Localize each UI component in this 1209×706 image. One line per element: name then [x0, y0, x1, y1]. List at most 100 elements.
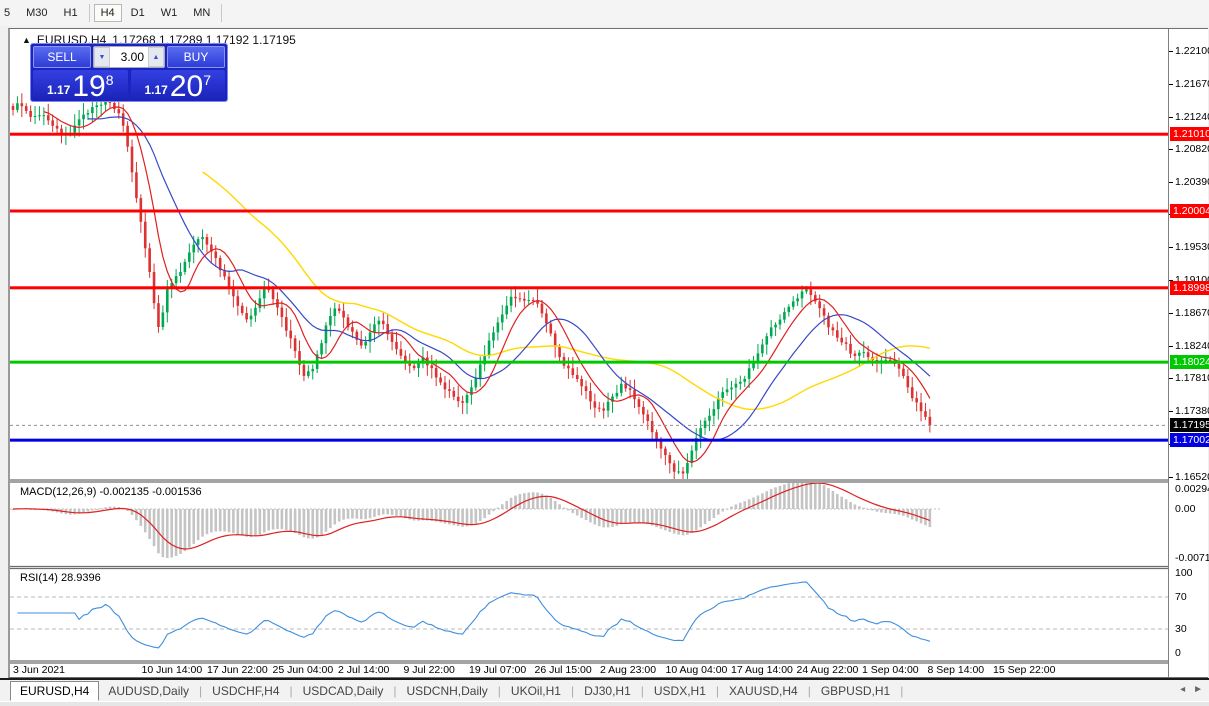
date-label: 24 Aug 22:00: [796, 664, 859, 676]
sell-price-display[interactable]: 1.17 19 8: [33, 70, 128, 103]
chart-marker-icon: ▲: [22, 35, 31, 45]
tab-eurusd-h4[interactable]: EURUSD,H4: [10, 680, 100, 701]
timeframe-w1[interactable]: W1: [160, 7, 178, 19]
hline-price-tag: 1.17002: [1170, 433, 1209, 448]
tab-usdcad-daily[interactable]: USDCAD,Daily: [302, 683, 384, 698]
date-label: 2 Jul 14:00: [338, 664, 390, 676]
date-axis: 3 Jun 2021 10 Jun 14:00 17 Jun 22:00 25 Jun…: [10, 662, 1168, 677]
date-label: 25 Jun 04:00: [272, 664, 334, 676]
price-axis-label: 1.20820: [1175, 142, 1209, 155]
price-axis-tick: [1169, 312, 1173, 314]
timeframe-h4[interactable]: H4: [93, 4, 122, 22]
volume-increase-button[interactable]: ▲: [148, 47, 164, 67]
tab-separator: |: [289, 683, 293, 698]
price-axis-tick: [1169, 51, 1173, 52]
one-click-trading-panel: SELL ▼ 3.00 ▲ BUY 1.17 19 8 1.17 20 7: [30, 43, 228, 102]
price-axis-label: 1.22100: [1175, 45, 1209, 57]
tab-dj30-h1[interactable]: DJ30,H1: [584, 683, 631, 698]
tab-usdx-h1[interactable]: USDX,H1: [653, 683, 706, 698]
tab-separator: |: [570, 683, 575, 698]
volume-decrease-button[interactable]: ▼: [94, 47, 110, 67]
price-axis-label: 1.17380: [1175, 405, 1209, 418]
price-axis-tick: [1169, 476, 1173, 478]
tab-usdchf-h4[interactable]: USDCHF,H4: [212, 683, 280, 698]
macd-axis-label: 0.002947: [1175, 482, 1209, 495]
buy-price-display[interactable]: 1.17 20 7: [130, 70, 225, 103]
date-label: 19 Jul 07:00: [469, 664, 527, 676]
rsi-indicator-label: RSI(14) 28.9396: [20, 572, 101, 584]
price-axis-label: 1.19530: [1175, 241, 1209, 254]
volume-field[interactable]: 3.00: [120, 50, 144, 64]
price-axis-label: 1.21240: [1175, 110, 1209, 123]
tab-separator: |: [497, 683, 501, 698]
hline-price-tag: 1.20004: [1170, 204, 1209, 218]
tab-separator: |: [900, 683, 904, 698]
date-label: 10 Aug 04:00: [665, 664, 728, 676]
timeframe-5[interactable]: 5: [4, 7, 11, 19]
price-chart-canvas[interactable]: [10, 29, 1168, 677]
price-axis-tick: [1169, 181, 1173, 183]
date-label: 8 Sep 14:00: [927, 664, 985, 676]
price-axis-tick: [1169, 83, 1173, 85]
macd-axis-label: 0.00: [1175, 503, 1196, 515]
tab-separator: |: [199, 683, 203, 698]
date-label: 15 Sep 22:00: [993, 664, 1056, 676]
buy-price-big-digits: 20: [169, 70, 204, 103]
sell-button[interactable]: SELL: [33, 46, 91, 68]
buy-price-base: 1.17: [144, 83, 168, 97]
price-axis-label: 1.20390: [1175, 175, 1209, 188]
tab-scroll-left-icon[interactable]: ◂: [1180, 684, 1186, 695]
price-axis-tick: [1169, 345, 1173, 347]
date-label: 1 Sep 04:00: [862, 664, 919, 676]
tab-ukoil-h1[interactable]: UKOil,H1: [510, 683, 561, 698]
window-edge: [0, 678, 1209, 680]
tab-audusd-daily[interactable]: AUDUSD,Daily: [108, 683, 190, 698]
status-strip: [0, 701, 1209, 706]
tab-scroll-right-icon[interactable]: ►: [1193, 684, 1203, 695]
price-axis-tick: [1169, 247, 1173, 249]
timeframe-d1[interactable]: D1: [130, 7, 145, 19]
sell-price-pip-digit: 8: [105, 72, 114, 88]
tab-separator: |: [807, 683, 811, 698]
current-price-tag: 1.17195: [1170, 418, 1209, 433]
buy-button[interactable]: BUY: [167, 46, 225, 68]
date-label: 17 Aug 14:00: [731, 664, 793, 676]
date-label: 3 Jun 2021: [13, 664, 65, 676]
tab-xauusd-h4[interactable]: XAUUSD,H4: [729, 683, 798, 698]
tab-separator: |: [715, 683, 720, 698]
price-axis-tick: [1169, 411, 1173, 413]
date-label: 10 Jun 14:00: [141, 664, 203, 676]
date-label: 2 Aug 23:00: [600, 664, 657, 676]
date-label: 17 Jun 22:00: [207, 664, 268, 676]
macd-indicator-label: MACD(12,26,9) -0.002135 -0.001536: [20, 486, 202, 498]
price-axis-tick: [1169, 116, 1173, 118]
toolbar-separator: [221, 4, 223, 22]
timeframe-mn[interactable]: MN: [193, 7, 211, 19]
timeframe-h1[interactable]: H1: [63, 7, 78, 19]
price-axis-label: 1.18240: [1175, 339, 1209, 352]
tab-separator: |: [640, 683, 644, 698]
price-axis-tick: [1169, 280, 1173, 281]
volume-stepper: ▼ 3.00 ▲: [93, 46, 165, 68]
price-axis-label: 1.21670: [1175, 77, 1209, 90]
chart-window: ▲ EURUSD,H4 1.17268 1.17289 1.17192 1.17…: [8, 28, 1209, 678]
rsi-axis-label: 100: [1175, 567, 1193, 579]
tab-gbpusd-h1[interactable]: GBPUSD,H1: [820, 683, 891, 698]
timeframe-m30[interactable]: M30: [26, 7, 48, 19]
rsi-axis-label: 70: [1175, 591, 1187, 603]
price-axis-label: 1.18670: [1175, 306, 1209, 319]
rsi-axis-label: 0: [1175, 647, 1181, 659]
sell-price-big-digits: 19: [72, 70, 106, 103]
date-label: 26 Jul 15:00: [534, 664, 592, 676]
hline-price-tag: 1.18998: [1170, 280, 1209, 295]
macd-axis-label: -0.007153: [1175, 551, 1209, 564]
tab-usdcnh-daily[interactable]: USDCNH,Daily: [406, 683, 488, 698]
hline-price-tag: 1.18024: [1170, 355, 1209, 370]
tab-scroll-controls: ◂ ►: [1180, 684, 1203, 695]
buy-price-pip-digit: 7: [203, 72, 212, 88]
timeframe-toolbar: 5 M30 H1 H4 D1 W1 MN: [0, 0, 1209, 26]
sell-price-base: 1.17: [46, 83, 71, 97]
price-axis[interactable]: 1.221001.216701.212401.208201.203901.199…: [1168, 29, 1209, 677]
chart-tab-bar: EURUSD,H4 AUDUSD,Daily | USDCHF,H4 | USDCAD,D…: [0, 680, 1209, 701]
